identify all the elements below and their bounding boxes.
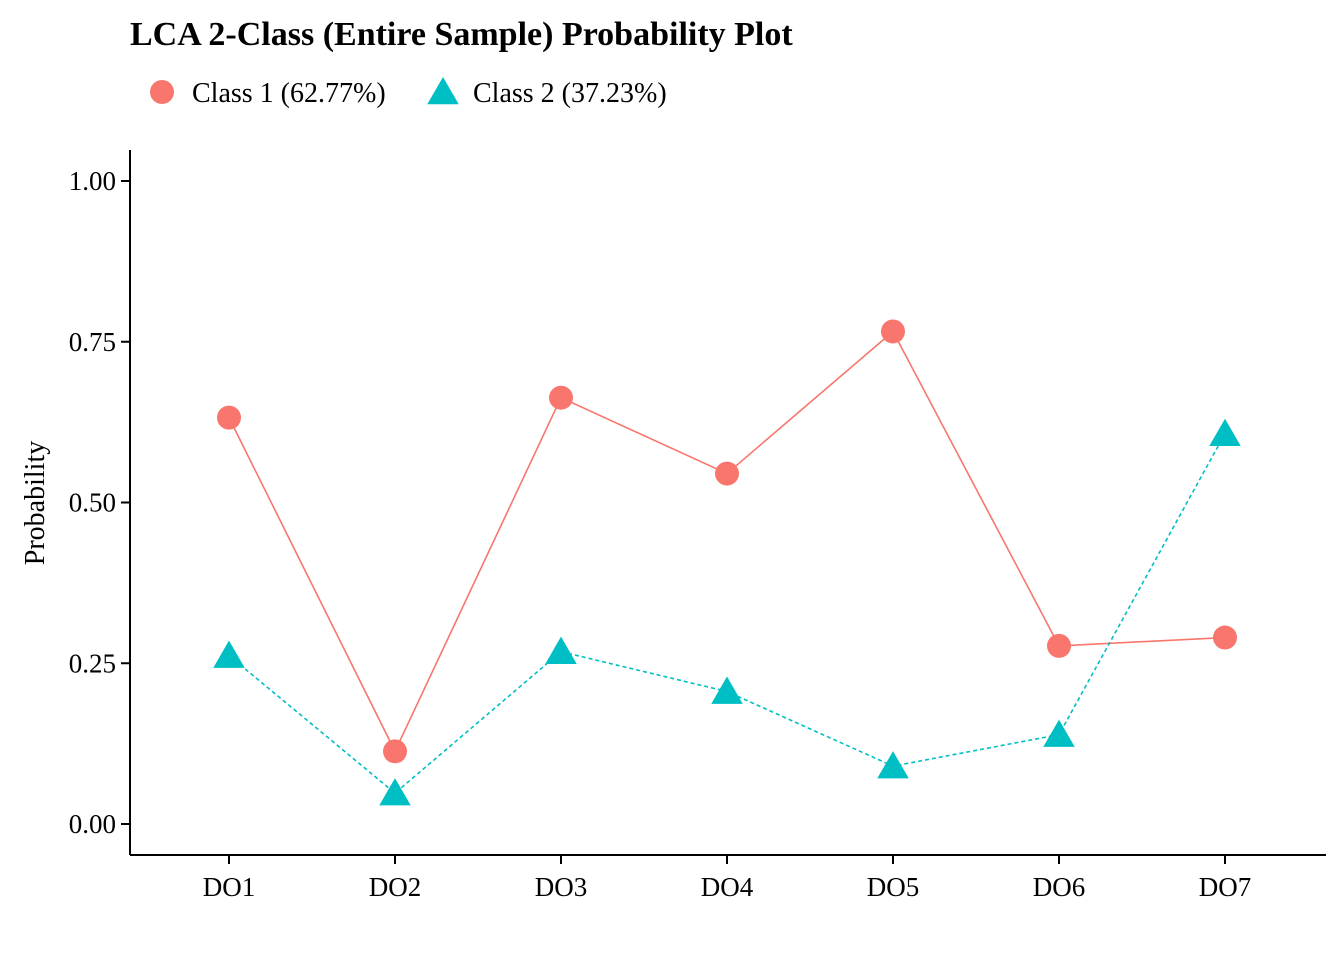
y-tick-label: 0.50 (69, 488, 116, 518)
series-2-point-do6 (1043, 719, 1075, 747)
series-1-point-do1 (217, 405, 241, 430)
legend-marker-1 (150, 80, 174, 104)
y-tick-label: 1.00 (69, 166, 116, 196)
series-2-point-do7 (1209, 418, 1241, 446)
legend-label-2: Class 2 (37.23%) (473, 78, 667, 109)
series-1-point-do3 (549, 385, 573, 410)
legend-item-1: Class 1 (62.77%) (150, 78, 386, 109)
series-2-point-do3 (545, 636, 577, 664)
x-tick-label: DO2 (369, 872, 422, 902)
y-tick-label: 0.75 (69, 327, 116, 357)
legend-marker-2 (427, 77, 459, 105)
y-axis-label: Probability (20, 441, 51, 565)
series-2-line (228, 433, 1226, 795)
x-tick-label: DO1 (203, 872, 256, 902)
chart-title: LCA 2-Class (Entire Sample) Probability … (130, 16, 793, 53)
series-1 (217, 319, 1237, 764)
series-2-point-do4 (711, 676, 743, 704)
x-tick-label: DO4 (701, 872, 754, 902)
series-1-point-do2 (383, 739, 407, 764)
series-1-point-do4 (715, 461, 739, 486)
series-2-point-do5 (877, 751, 909, 779)
series-2-point-do2 (379, 778, 411, 806)
series-2 (213, 418, 1241, 806)
legend-label-1: Class 1 (62.77%) (192, 78, 386, 109)
y-tick-label: 0.25 (69, 648, 116, 678)
x-tick-label: DO6 (1033, 872, 1086, 902)
x-tick-label: DO3 (535, 872, 588, 902)
axes: 0.00 0.25 0.50 0.75 1.00 DO1 DO2 DO3 DO4 DO5 DO6 DO… (69, 150, 1326, 902)
y-tick-label: 0.00 (69, 809, 116, 839)
series-1-point-do7 (1213, 625, 1237, 650)
series-1-point-do5 (881, 319, 905, 344)
series-2-point-do1 (213, 640, 245, 668)
series-layer (213, 319, 1241, 806)
x-tick-label: DO5 (867, 872, 920, 902)
series-1-point-do6 (1047, 633, 1071, 658)
x-tick-label: DO7 (1199, 872, 1252, 902)
legend-item-2: Class 2 (37.23%) (427, 77, 667, 109)
legend: Class 1 (62.77%) Class 2 (37.23%) (150, 77, 667, 109)
